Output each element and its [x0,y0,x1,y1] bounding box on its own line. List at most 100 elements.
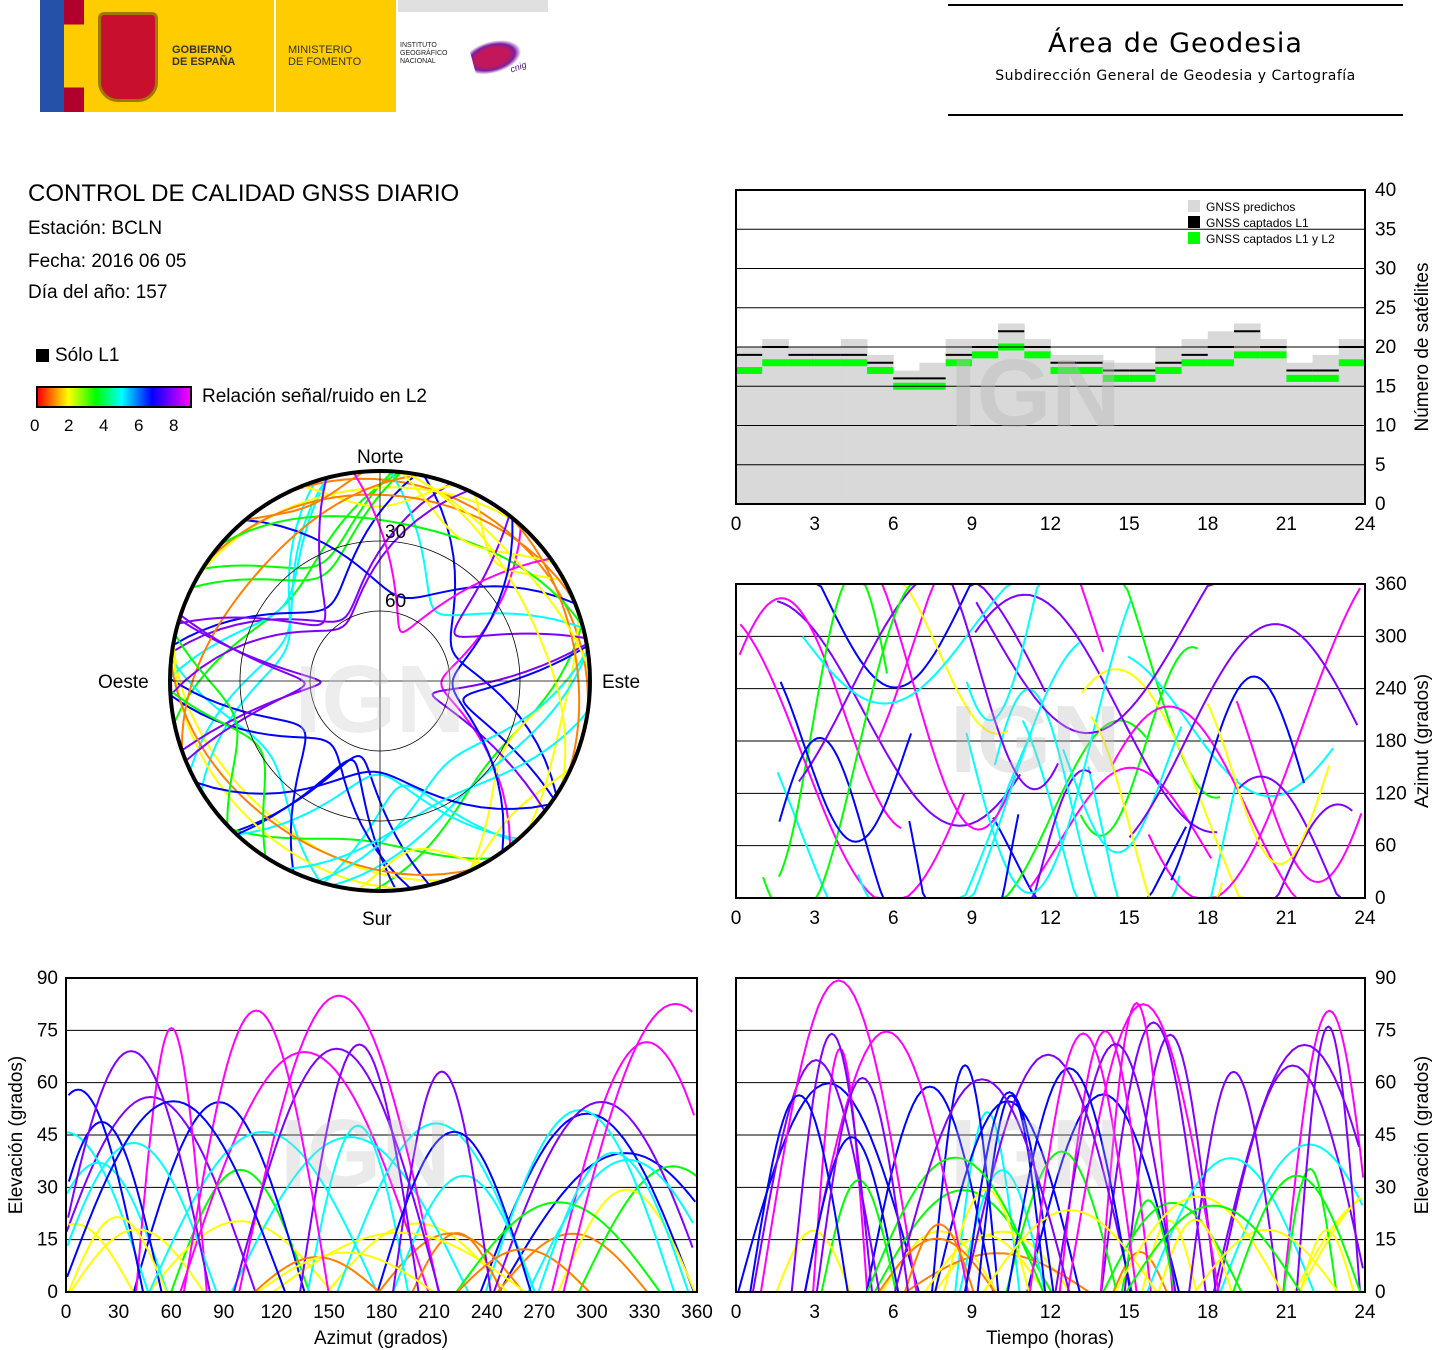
azimuth-time-chart: 0 3 6 9 12 15 18 21 24 0 60 120 180 240 300 360 IGN Az… [731,574,1433,929]
snr-tick: 0 [30,416,40,435]
x-tick-label: 9 [967,1302,978,1323]
ring-60-label: 60 [385,591,406,612]
elevation-time-track [751,1059,881,1293]
east-label: Este [602,672,640,693]
sky-track [423,475,558,796]
azimuth-track [801,583,1023,705]
y-tick-label: 15 [37,1230,58,1251]
elevation-azimuth-track [67,1120,163,1293]
x-tick-label: 6 [888,514,899,535]
predicted-bar [1129,362,1156,504]
x-tick-label: 3 [809,1302,820,1323]
x-tick-label: 18 [1197,908,1218,929]
azimuth-track [1110,705,1318,899]
elevation-time-track [790,1032,873,1293]
x-tick-label: 30 [108,1302,129,1323]
elevation-time-track [1232,1174,1362,1293]
x-tick-label: 24 [1354,514,1376,535]
snr-colorbar-label: Relación señal/ruido en L2 [202,386,427,407]
y-tick-label: 30 [37,1177,58,1198]
sky-track [352,472,551,634]
azimuth-track [778,736,895,899]
azimuth-track [993,688,1108,899]
elevation-time-track [878,1237,996,1293]
x-tick-label: 0 [731,908,742,929]
sky-track [207,493,576,603]
sky-track [244,470,365,522]
predicted-bar [893,370,920,504]
y-tick-labels: 0 15 30 45 60 75 90 [1375,968,1396,1303]
elevation-azimuth-track [479,1112,695,1293]
elevation-azimuth-track [257,1251,435,1293]
sky-track [372,623,584,892]
elevation-time-track [815,1076,910,1293]
watermark-ign: IGN [950,340,1121,447]
elevation-azimuth-track [578,1165,697,1293]
x-tick-label: 15 [1119,514,1140,535]
sky-track [169,489,469,696]
elevation-time-track [1212,1043,1360,1293]
elevation-azimuth-track [456,1248,591,1293]
sky-track [389,470,584,629]
elevation-time-track [1066,1003,1220,1293]
x-tick-label: 360 [681,1302,713,1323]
elevation-time-track [954,1110,1021,1293]
sky-track [286,710,589,870]
gobierno-label: GOBIERNO DE ESPAÑA [172,44,236,68]
west-label: Oeste [98,672,149,693]
elevation-azimuth-track [182,1009,330,1293]
elevation-time-track [1114,1195,1283,1293]
sky-track [169,677,307,873]
x-tick-label: 18 [1197,514,1218,535]
y-tick-label: 300 [1375,626,1407,647]
y-tick-label: 60 [1375,836,1396,857]
sky-track [400,471,554,564]
plot-frame [735,583,1366,899]
x-tick-label: 24 [1354,908,1376,929]
predicted-bar [840,339,868,504]
elevation-azimuth-track [69,1228,205,1293]
y-tick-label: 45 [1375,1125,1396,1146]
area-header: Área de Geodesia Subdirección General de… [948,4,1403,116]
elevation-time-track [1026,1093,1180,1293]
x-tick-label: 90 [213,1302,234,1323]
x-tick-label: 0 [731,1302,742,1323]
sky-track [451,518,514,852]
elevation-azimuth-track [562,1002,693,1293]
y-tick-labels: 0 15 30 45 60 75 90 [37,968,58,1303]
y-tick-label: 90 [37,968,58,989]
plot-frame [735,977,1366,1293]
x-tick-label: 330 [629,1302,661,1323]
azimuth-track [965,600,1132,894]
azimuth-track [1206,703,1331,866]
x-tick-label: 6 [888,908,899,929]
predicted-bar [998,323,1025,504]
elevation-time-track [964,1091,1055,1293]
government-logo-banner: GOBIERNO DE ESPAÑA MINISTERIO DE FOMENTO I… [40,0,550,115]
y-tick-label: 240 [1375,679,1407,700]
only-l1-legend: Sólo L1 [36,345,119,367]
elevation-time-track [893,1078,1071,1293]
x-tick-label: 21 [1276,514,1297,535]
azimuth-track [1170,675,1306,881]
elevation-azimuth-track [135,1027,208,1293]
banner-gray-strip [398,0,548,12]
skyplot-tracks [169,470,591,892]
elevation-azimuth-track [66,1100,287,1293]
ministerio-label: MINISTERIO DE FOMENTO [288,44,362,68]
elevation-time-track [1216,1064,1364,1293]
gobierno-block: GOBIERNO DE ESPAÑA [84,0,274,112]
y-tick-label: 75 [1375,1020,1396,1041]
y-axis-label: Azimut (grados) [1412,674,1433,808]
watermark-ign: IGN [950,686,1121,793]
south-label: Sur [362,909,392,930]
elevation-time-track [759,979,918,1293]
elevation-time-track [1188,1070,1280,1293]
north-label: Norte [357,447,403,468]
x-tick-labels: 0 3 6 9 12 15 18 21 24 [731,1302,1376,1323]
x-tick-label: 12 [1040,908,1061,929]
ring-30-label: 30 [385,522,406,543]
elevation-azimuth-track [492,1100,694,1293]
sky-track [177,477,328,627]
elevation-time-track [1099,1001,1174,1293]
